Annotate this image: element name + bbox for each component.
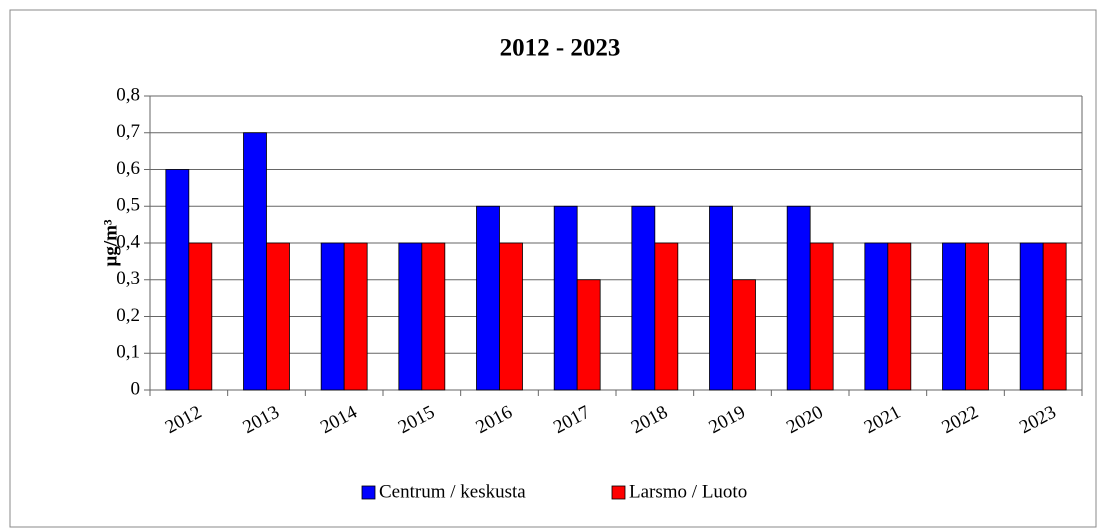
x-tick-label: 2017 [550,402,593,438]
legend-swatch [611,485,626,500]
x-tick-label: 2013 [239,402,282,438]
legend-label: Larsmo / Luoto [629,481,747,502]
bar [499,242,523,391]
bar [887,242,912,391]
y-tick-label: 0,7 [116,121,140,142]
x-tick-label: 2015 [395,402,438,438]
bar [631,205,656,391]
chart-border [9,9,1097,528]
bar [809,242,834,391]
y-tick-label: 0,5 [116,195,140,216]
bar [1042,242,1067,391]
bar [476,205,500,391]
y-tick-label: 0,1 [116,342,140,363]
bar [188,242,213,391]
bar [709,205,733,391]
x-tick-label: 2022 [938,402,981,438]
x-tick-label: 2012 [162,402,205,438]
x-tick-label: 2014 [317,401,361,438]
bar [965,242,989,391]
x-tick-label: 2021 [861,402,904,438]
bar [732,279,756,391]
y-tick-label: 0,4 [116,231,140,252]
x-tick-label: 2018 [628,402,671,438]
bar [266,242,290,391]
bar [864,242,889,391]
bar [320,242,345,391]
y-tick-label: 0,8 [116,84,140,105]
legend-label: Centrum / keskusta [379,481,526,502]
y-tick-label: 0,6 [116,158,140,179]
bar [553,205,578,391]
bar [421,242,446,391]
y-tick-label: 0 [131,378,141,399]
legend-swatch [361,485,376,500]
y-tick-label: 0,3 [116,268,140,289]
chart-title: 2012 - 2023 [500,35,621,62]
bar [576,279,601,391]
y-axis-label: µg/m³ [100,219,121,267]
bar [343,242,368,391]
y-tick-label: 0,2 [116,305,140,326]
bar [243,132,267,391]
bar [165,169,190,391]
x-tick-label: 2020 [783,402,826,438]
bar [786,205,811,391]
bar [398,242,423,391]
bar [1019,242,1044,391]
x-tick-label: 2016 [472,402,515,438]
bar [654,242,679,391]
bar [942,242,966,391]
x-tick-label: 2019 [705,402,748,438]
x-tick-label: 2023 [1016,402,1059,438]
